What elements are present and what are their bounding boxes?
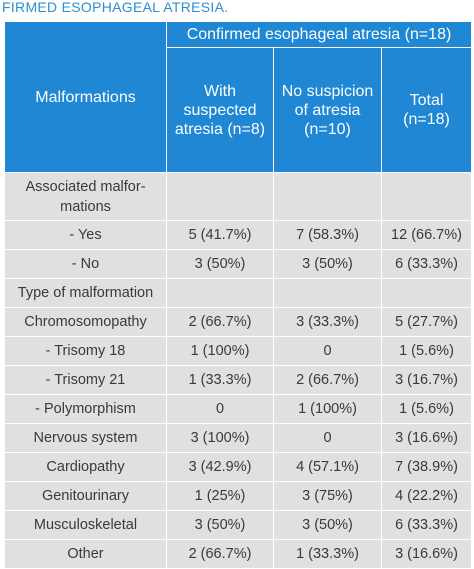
stub-header: Malformations [4,21,167,173]
column-header-no-suspicion: No suspicion of atresia (n=10) [273,47,382,173]
cell: 3 (100%) [166,423,274,453]
cell: 3 (42.9%) [166,452,274,482]
row-label: - No [4,249,167,279]
cell: 3 (75%) [273,481,382,511]
row-label: Cardiopathy [4,452,167,482]
cell [166,172,274,221]
row-label: Nervous system [4,423,167,453]
cell: 3 (33.3%) [273,307,382,337]
cell: 5 (27.7%) [380,307,473,337]
cell: 3 (16.6%) [380,539,473,569]
cell [380,278,473,308]
cell [273,172,382,221]
row-label: Genitourinary [4,481,167,511]
cell: 12 (66.7%) [380,220,473,250]
cell: 7 (38.9%) [380,452,473,482]
row-label: Other [4,539,167,569]
row-label: - Trisomy 21 [4,365,167,395]
cell: 3 (16.6%) [380,423,473,453]
cell: 1 (100%) [273,394,382,424]
column-header-suspected: With suspected atresia (n=8) [166,47,274,173]
cell: 1 (33.3%) [273,539,382,569]
table-row: Genitourinary 1 (25%) 3 (75%) 4 (22.2%) [4,481,473,511]
cell: 1 (33.3%) [166,365,274,395]
cell: 2 (66.7%) [166,539,274,569]
row-label: - Yes [4,220,167,250]
table-row: Associated malfor-mations [4,172,473,221]
row-label: - Trisomy 18 [4,336,167,366]
row-label: Type of malformation [4,278,167,308]
row-label: - Polymorphism [4,394,167,424]
cell: 0 [166,394,274,424]
cell: 1 (25%) [166,481,274,511]
cell: 6 (33.3%) [380,249,473,279]
table-row: - Trisomy 21 1 (33.3%) 2 (66.7%) 3 (16.7… [4,365,473,395]
table-caption: FIRMED ESOPHAGEAL ATRESIA. [2,0,229,15]
cell: 3 (50%) [273,510,382,540]
table-row: Chromosomopathy 2 (66.7%) 3 (33.3%) 5 (2… [4,307,473,337]
row-label: Associated malfor-mations [4,172,167,221]
malformations-table: Malformations Confirmed esophageal atres… [4,21,473,569]
cell: 3 (50%) [166,249,274,279]
table-row: - No 3 (50%) 3 (50%) 6 (33.3%) [4,249,473,279]
table-row: Cardiopathy 3 (42.9%) 4 (57.1%) 7 (38.9%… [4,452,473,482]
table-row: Musculoskeletal 3 (50%) 3 (50%) 6 (33.3%… [4,510,473,540]
table-row: - Yes 5 (41.7%) 7 (58.3%) 12 (66.7%) [4,220,473,250]
row-label: Chromosomopathy [4,307,167,337]
cell: 1 (5.6%) [380,394,473,424]
table-row: Type of malformation [4,278,473,308]
table-row: - Polymorphism 0 1 (100%) 1 (5.6%) [4,394,473,424]
cell: 4 (57.1%) [273,452,382,482]
cell: 4 (22.2%) [380,481,473,511]
cell: 0 [273,423,382,453]
table-row: - Trisomy 18 1 (100%) 0 1 (5.6%) [4,336,473,366]
cell [166,278,274,308]
cell: 0 [273,336,382,366]
table-row: Nervous system 3 (100%) 0 3 (16.6%) [4,423,473,453]
cell [273,278,382,308]
cell: 6 (33.3%) [380,510,473,540]
cell: 3 (50%) [166,510,274,540]
cell: 2 (66.7%) [166,307,274,337]
group-header: Confirmed esophageal atresia (n=18) [165,21,473,48]
cell: 1 (100%) [166,336,274,366]
cell: 7 (58.3%) [273,220,382,250]
row-label: Musculoskeletal [4,510,167,540]
cell: 1 (5.6%) [380,336,473,366]
cell: 5 (41.7%) [166,220,274,250]
cell: 3 (16.7%) [380,365,473,395]
cell [380,172,473,221]
cell: 2 (66.7%) [273,365,382,395]
table-row: Other 2 (66.7%) 1 (33.3%) 3 (16.6%) [4,539,473,569]
column-header-total: Total (n=18) [380,47,473,173]
cell: 3 (50%) [273,249,382,279]
